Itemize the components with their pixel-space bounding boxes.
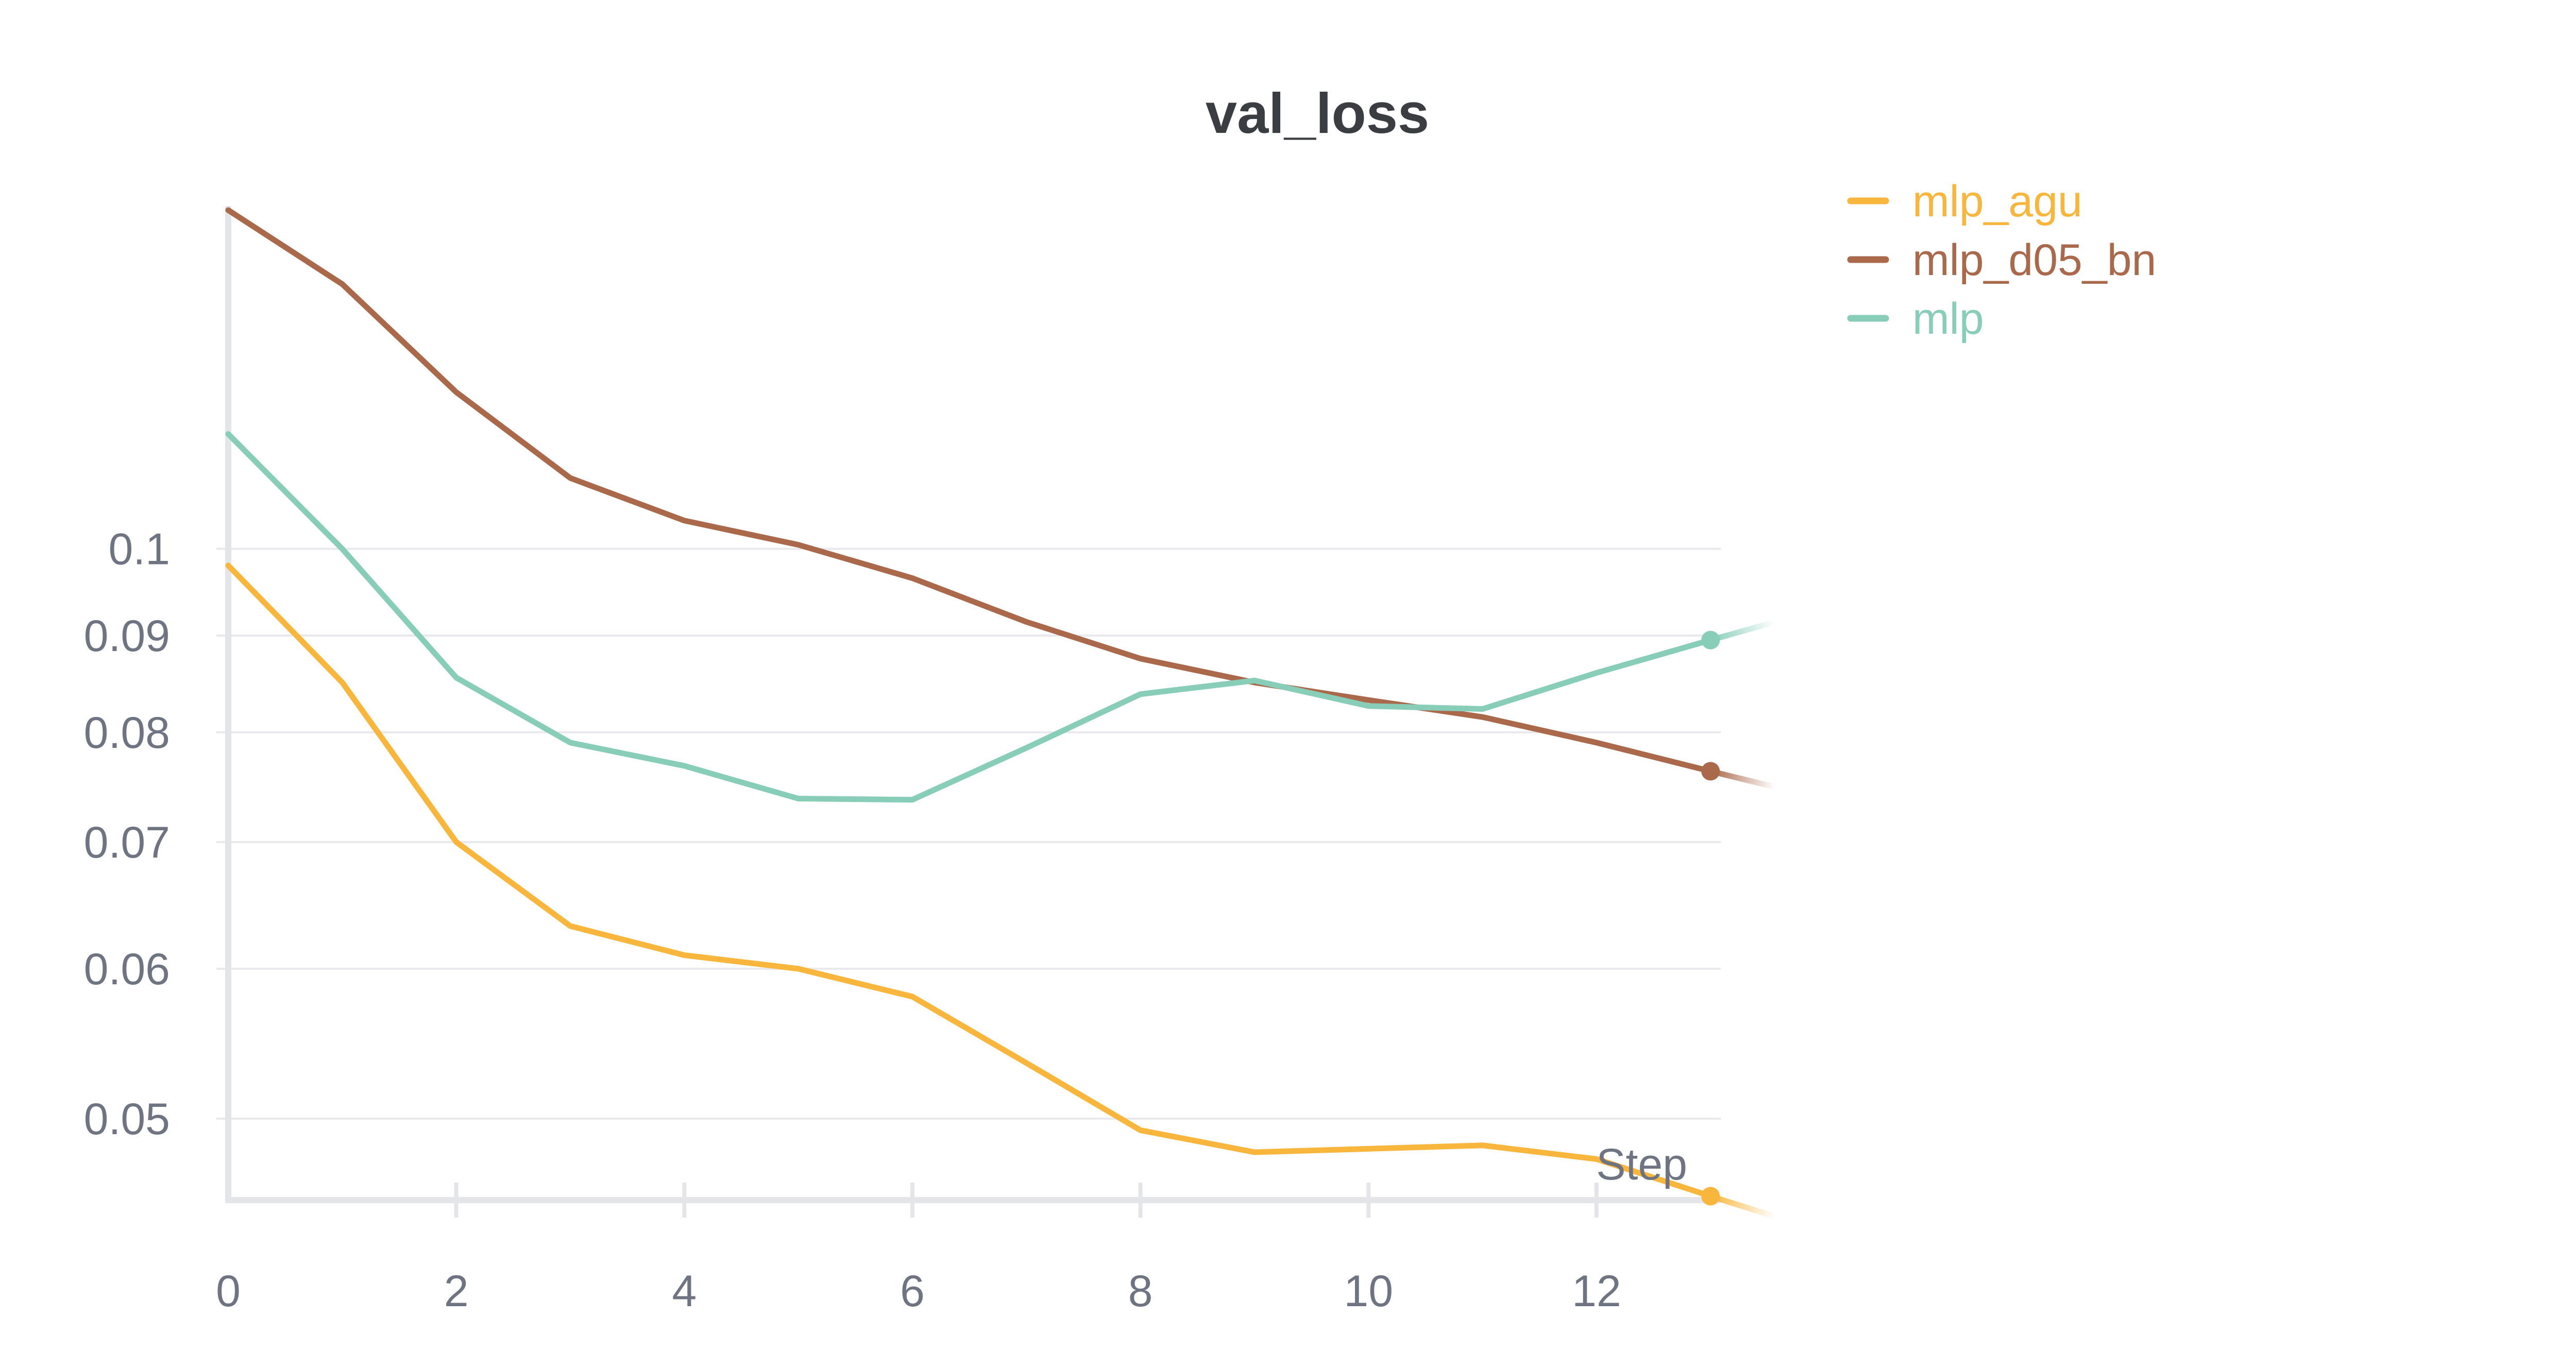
x-tick-label: 4 (672, 1267, 697, 1316)
series-tail-mlp (1709, 619, 1776, 643)
legend-label-mlp_d05_bn: mlp_d05_bn (1912, 235, 2156, 285)
y-tick-label: 0.07 (84, 818, 170, 867)
x-tick-label: 2 (444, 1267, 469, 1316)
series-lines (225, 207, 1776, 1220)
series-tail-mlp_agu (1709, 1193, 1776, 1220)
axes (225, 206, 1721, 1203)
y-tick-label: 0.1 (108, 525, 170, 574)
series-tail-mlp_d05_bn (1709, 768, 1776, 790)
y-tick-label: 0.06 (84, 945, 170, 994)
series-endpoint-mlp (1701, 630, 1720, 649)
legend-label-mlp: mlp (1912, 294, 1984, 344)
x-tick-label: 8 (1128, 1267, 1153, 1316)
series-endpoint-mlp_d05_bn (1701, 762, 1720, 781)
y-tick-label: 0.09 (84, 611, 170, 661)
y-tick-label: 0.08 (84, 708, 170, 758)
x-axis-label: Step (1596, 1140, 1687, 1189)
chart-title: val_loss (1206, 82, 1429, 145)
ticks: 0.05 0.06 0.07 0.08 0.09 0.1 0 2 4 6 8 10 12 (84, 525, 1621, 1316)
x-tick-label: 0 (216, 1267, 241, 1316)
series-line-mlp_agu (225, 562, 1714, 1199)
x-tick-label: 12 (1572, 1267, 1621, 1316)
series-line-mlp (225, 431, 1714, 803)
y-tick-label: 0.05 (84, 1095, 170, 1144)
grid-lines (216, 548, 1721, 1120)
x-tick-label: 6 (900, 1267, 925, 1316)
series-line-mlp_d05_bn (225, 207, 1714, 774)
series-endpoints (1701, 630, 1720, 1206)
x-tick-label: 10 (1344, 1267, 1393, 1316)
legend-label-mlp_agu: mlp_agu (1912, 177, 2082, 226)
series-endpoint-mlp_agu (1701, 1187, 1720, 1206)
